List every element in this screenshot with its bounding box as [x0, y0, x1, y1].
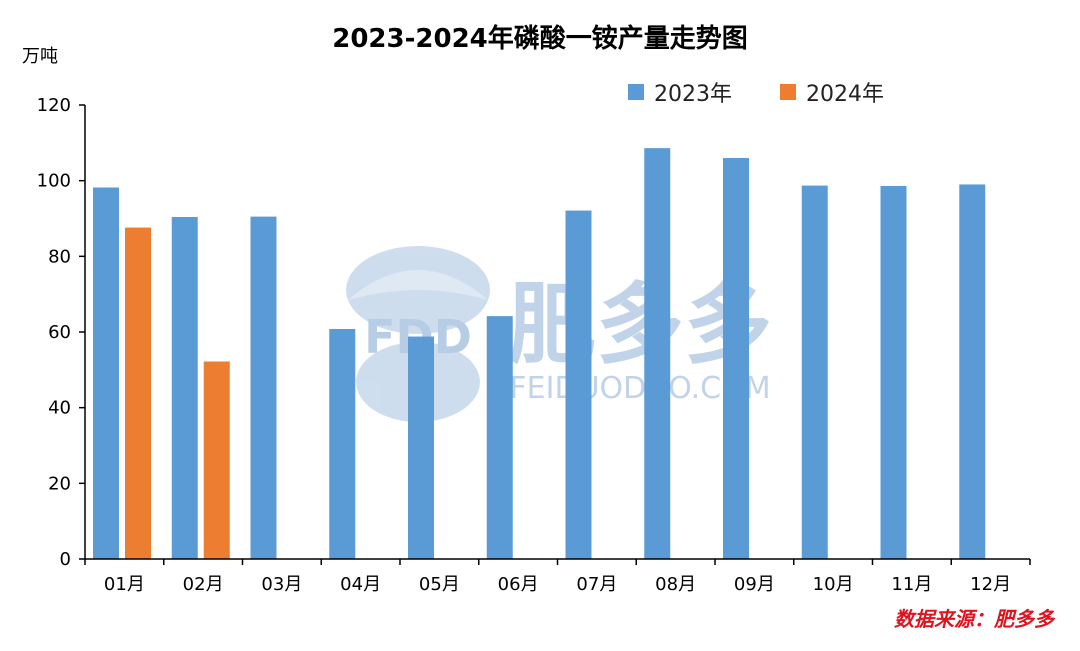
bar-2023年-09月 [723, 157, 749, 559]
bar-2023年-02月 [171, 216, 198, 559]
watermark-logo-icon [346, 246, 490, 422]
bar-2024年-01月 [125, 227, 151, 559]
y-tick-label: 0 [60, 549, 71, 570]
x-tick-label: 09月 [734, 574, 775, 595]
legend-swatch-2024 [780, 84, 796, 100]
chart-title: 2023-2024年磷酸一铵产量走势图 [332, 24, 748, 54]
bar-2023年-04月 [329, 328, 356, 559]
y-tick-label: 20 [48, 473, 71, 494]
legend-label-2023: 2023年 [654, 82, 732, 107]
legend-item-2023: 2023年 [628, 76, 732, 108]
bar-2023年-11月 [880, 185, 907, 560]
x-tick-label: 11月 [891, 574, 932, 595]
legend: 2023年 2024年 [628, 76, 922, 108]
x-tick-label: 12月 [970, 574, 1011, 595]
y-axis-unit: 万吨 [22, 46, 58, 67]
y-tick-label: 80 [48, 246, 71, 267]
x-tick-label: 03月 [261, 574, 302, 595]
bar-2023年-05月 [408, 336, 434, 559]
x-tick-label: 06月 [498, 574, 539, 595]
legend-swatch-2023 [628, 84, 644, 100]
x-tick-label: 04月 [340, 574, 381, 595]
y-tick-label: 120 [37, 95, 71, 116]
source-note: 数据来源：肥多多 [894, 607, 1054, 631]
bar-2023年-12月 [959, 184, 986, 559]
legend-item-2024: 2024年 [780, 76, 884, 108]
y-tick-label: 40 [48, 398, 71, 419]
x-tick-label: 07月 [576, 574, 617, 595]
bar-2023年-08月 [644, 148, 671, 559]
bar-2023年-03月 [250, 216, 277, 559]
bar-2023年-07月 [565, 210, 592, 559]
bar-2023年-06月 [486, 316, 513, 559]
bar-2023年-01月 [93, 187, 119, 559]
bar-2023年-10月 [801, 185, 828, 559]
y-tick-label: 100 [37, 171, 71, 192]
x-tick-label: 10月 [813, 574, 854, 595]
y-tick-label: 60 [48, 322, 71, 343]
x-tick-label: 02月 [183, 574, 224, 595]
x-tick-label: 05月 [419, 574, 460, 595]
x-tick-label: 08月 [655, 574, 696, 595]
legend-label-2024: 2024年 [806, 82, 884, 107]
x-tick-label: 01月 [104, 574, 145, 595]
bar-2024年-02月 [203, 361, 230, 559]
